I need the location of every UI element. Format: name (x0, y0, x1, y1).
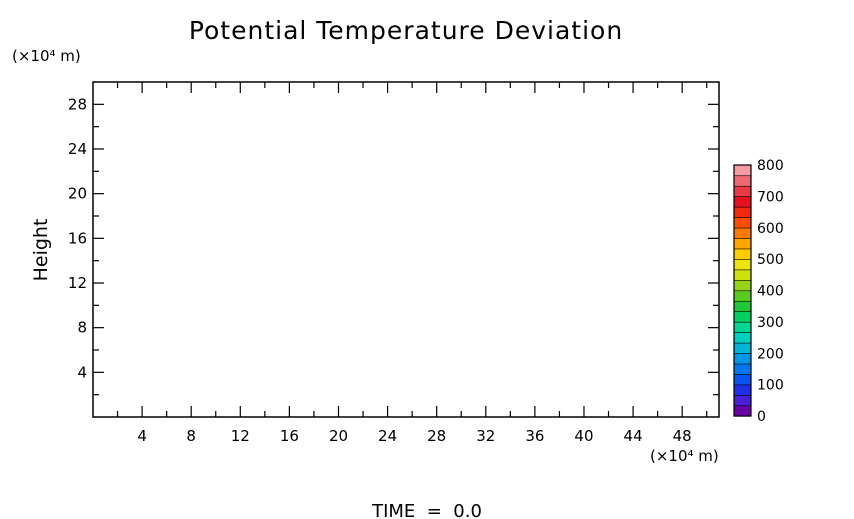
colorbar-swatch (733, 373, 752, 386)
x-tick-label: 32 (476, 427, 495, 445)
x-tick-label: 40 (574, 427, 593, 445)
y-tick-label: 4 (77, 363, 87, 381)
x-tick-label: 4 (137, 427, 147, 445)
colorbar-tick-label: 0 (757, 409, 766, 425)
colorbar-swatch (733, 394, 752, 407)
colorbar-swatch (733, 175, 752, 187)
colorbar-swatch (733, 363, 752, 375)
colorbar-tick-label: 100 (757, 378, 784, 394)
colorbar-tick-label: 200 (757, 346, 784, 362)
colorbar-swatch (733, 321, 752, 333)
colorbar: 0 100 200 300 400 500 600 700 800 (733, 158, 784, 425)
colorbar-tick-label: 300 (757, 315, 784, 331)
y-tick-label: 8 (77, 319, 87, 337)
y-tick-label: 16 (68, 229, 87, 247)
y-axis-label: Height (30, 219, 52, 282)
colorbar-swatch (733, 290, 752, 302)
y-tick-label: 20 (68, 185, 87, 203)
colorbar-swatch (733, 248, 752, 260)
x-tick-label: 12 (231, 427, 250, 445)
colorbar-swatch (733, 384, 752, 396)
x-tick-label: 28 (427, 427, 446, 445)
y-axis: 4 8 12 16 20 24 28 (68, 95, 719, 396)
colorbar-tick-label: 600 (757, 221, 784, 237)
colorbar-tick-label: 500 (757, 252, 784, 268)
y-tick-label: 12 (68, 274, 87, 292)
colorbar-swatch (733, 196, 752, 208)
colorbar-swatch (733, 227, 752, 239)
time-footer: TIME = 0.0 (371, 501, 482, 519)
x-axis: 4 8 12 16 20 24 28 32 36 40 44 48 (116, 82, 708, 445)
colorbar-swatch (733, 311, 752, 323)
colorbar-swatch (733, 269, 752, 281)
colorbar-swatch (733, 342, 752, 354)
colorbar-swatch (733, 206, 752, 218)
colorbar-swatch (733, 300, 752, 313)
colorbar-tick-label: 800 (757, 158, 784, 174)
x-tick-label: 36 (525, 427, 544, 445)
y-tick-label: 28 (68, 95, 87, 113)
colorbar-swatch (733, 185, 752, 197)
colorbar-swatch (733, 258, 752, 271)
x-tick-label: 24 (378, 427, 397, 445)
plot-area (92, 81, 720, 418)
colorbar-frame (733, 164, 752, 417)
chart-title: Potential Temperature Deviation (189, 16, 623, 45)
colorbar-swatch (733, 237, 752, 250)
y-tick-label: 24 (68, 140, 87, 158)
colorbar-swatch (733, 332, 752, 344)
x-tick-label: 8 (186, 427, 196, 445)
x-tick-label: 20 (329, 427, 348, 445)
colorbar-tick-label: 400 (757, 284, 784, 300)
colorbar-swatch (733, 405, 752, 417)
colorbar-swatch (733, 352, 752, 365)
x-tick-label: 16 (280, 427, 299, 445)
x-axis-unit: (×10⁴ m) (650, 447, 719, 465)
colorbar-tick-label: 700 (757, 189, 784, 205)
colorbar-swatch (733, 216, 752, 229)
colorbar-swatch (733, 164, 752, 177)
colorbar-swatch (733, 279, 752, 292)
x-tick-label: 48 (673, 427, 692, 445)
y-axis-unit: (×10⁴ m) (12, 47, 81, 65)
x-tick-label: 44 (624, 427, 643, 445)
